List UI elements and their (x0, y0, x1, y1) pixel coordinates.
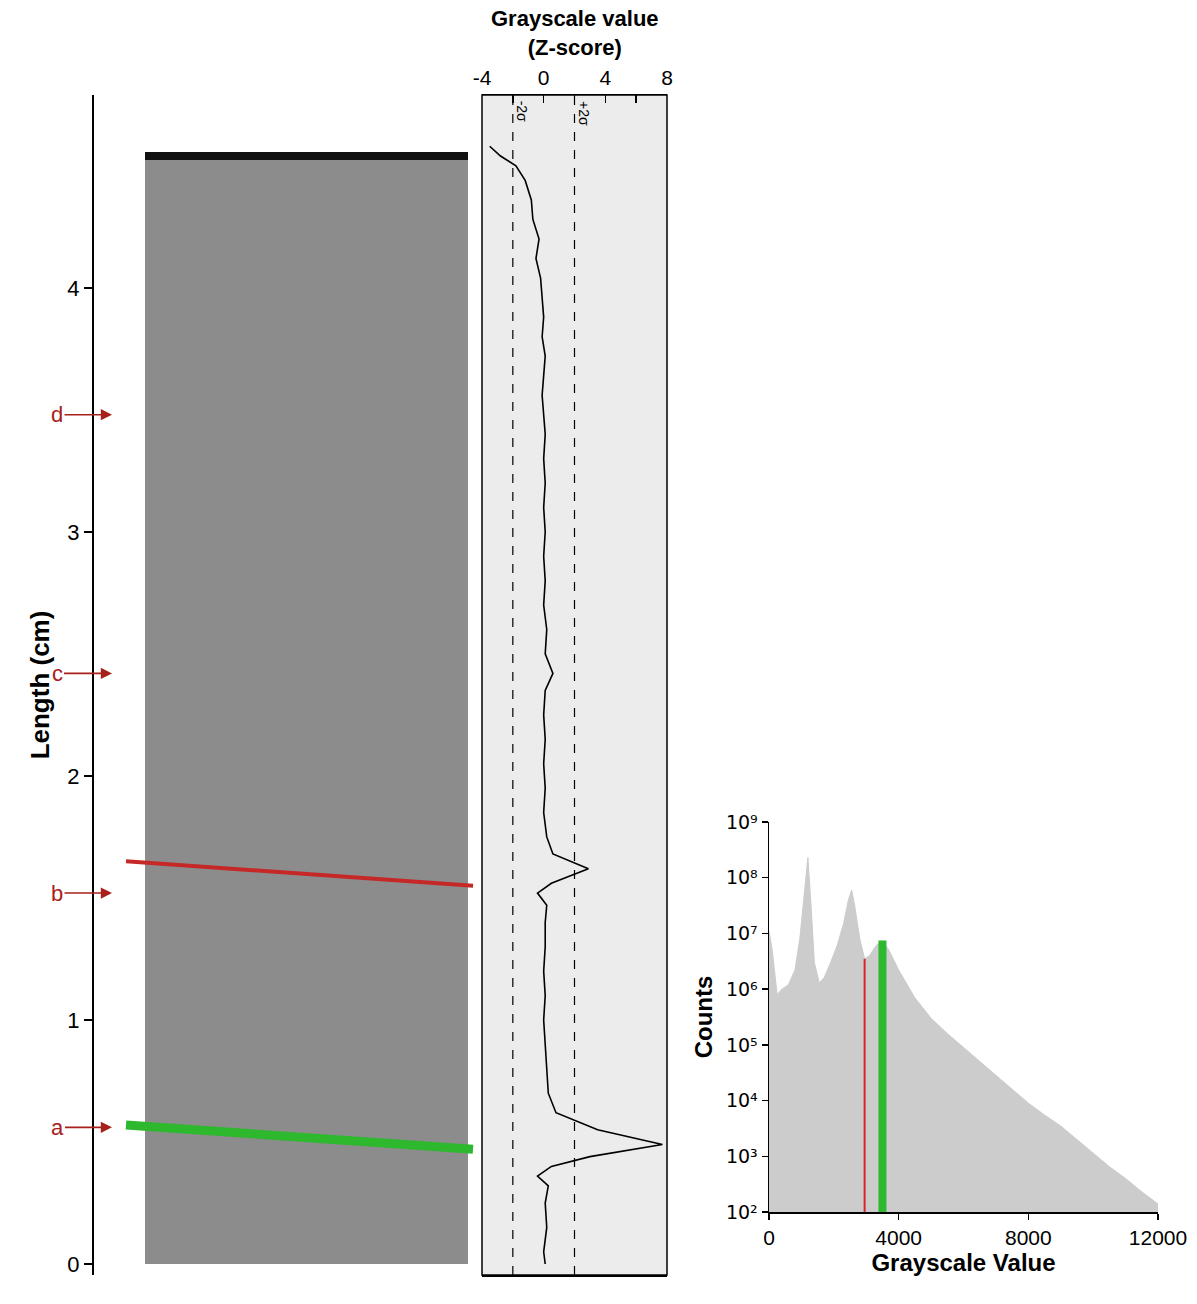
svg-text:Grayscale value(Z-score): Grayscale value(Z-score) (491, 6, 659, 60)
svg-text:4000: 4000 (875, 1226, 922, 1249)
svg-text:10⁵: 10⁵ (726, 1034, 758, 1056)
svg-text:b: b (51, 881, 63, 906)
svg-text:10⁶: 10⁶ (726, 978, 758, 1000)
svg-text:-2σ: -2σ (514, 101, 530, 122)
svg-text:12000: 12000 (1129, 1226, 1187, 1249)
svg-text:Grayscale Value: Grayscale Value (871, 1249, 1055, 1276)
svg-text:10²: 10² (726, 1201, 758, 1223)
svg-text:8: 8 (661, 66, 673, 89)
svg-text:d: d (51, 402, 63, 427)
svg-text:0: 0 (763, 1226, 775, 1249)
svg-text:Counts: Counts (690, 976, 717, 1059)
svg-text:10⁴: 10⁴ (726, 1089, 758, 1111)
svg-text:10⁹: 10⁹ (726, 811, 758, 833)
svg-text:0: 0 (67, 1252, 79, 1277)
svg-text:1: 1 (67, 1008, 79, 1033)
svg-text:c: c (52, 661, 63, 686)
svg-text:-4: -4 (473, 66, 492, 89)
svg-text:+2σ: +2σ (576, 101, 592, 126)
svg-text:Length (cm): Length (cm) (25, 611, 55, 760)
svg-text:a: a (51, 1115, 64, 1140)
svg-text:10⁸: 10⁸ (726, 866, 758, 888)
svg-text:10³: 10³ (726, 1145, 758, 1167)
svg-text:10⁷: 10⁷ (726, 922, 758, 944)
svg-text:0: 0 (538, 66, 550, 89)
svg-text:2: 2 (67, 764, 79, 789)
svg-text:4: 4 (67, 276, 79, 301)
svg-text:8000: 8000 (1005, 1226, 1052, 1249)
svg-text:3: 3 (67, 520, 79, 545)
svg-text:4: 4 (599, 66, 611, 89)
